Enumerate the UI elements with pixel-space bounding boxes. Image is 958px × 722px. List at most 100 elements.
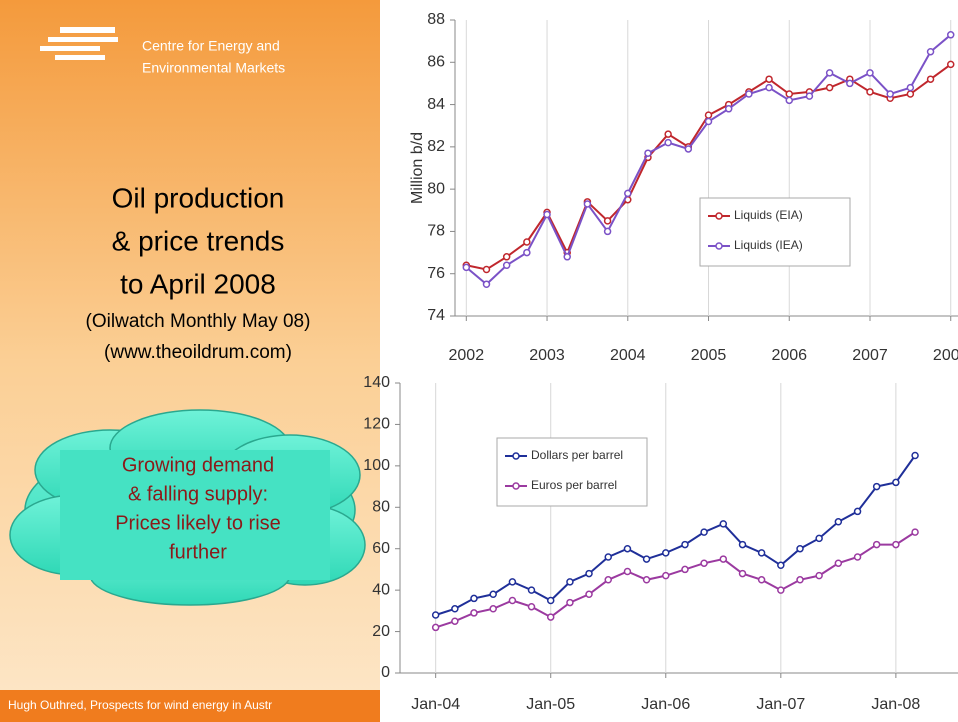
x-tick-label: Jan-05 xyxy=(526,696,575,713)
y-tick-label: 20 xyxy=(372,623,390,640)
x-tick-label: 2004 xyxy=(610,347,646,364)
point xyxy=(815,534,823,543)
legend-marker xyxy=(512,482,520,490)
y-tick-label: 60 xyxy=(372,540,390,557)
point xyxy=(508,578,517,586)
point xyxy=(815,571,823,580)
point xyxy=(642,576,651,584)
y-tick-label: 86 xyxy=(427,54,445,71)
legend-marker xyxy=(715,242,723,250)
point xyxy=(785,90,794,98)
point xyxy=(872,540,881,549)
logo xyxy=(40,27,118,60)
y-tick-label: 80 xyxy=(372,499,390,516)
point xyxy=(585,569,593,578)
point xyxy=(911,451,919,460)
x-tick-label: 2002 xyxy=(449,347,485,364)
point xyxy=(946,60,955,69)
point xyxy=(738,540,747,549)
legend-label: Liquids (IEA) xyxy=(734,238,803,252)
point xyxy=(502,253,511,261)
point xyxy=(892,540,900,549)
point xyxy=(846,79,854,88)
point xyxy=(546,596,555,605)
y-tick-label: 82 xyxy=(427,138,445,155)
point xyxy=(470,594,478,603)
plot xyxy=(462,31,955,289)
x-tick-label: 2007 xyxy=(852,347,888,364)
point xyxy=(470,609,478,617)
legend-box xyxy=(699,197,851,267)
chart-panel xyxy=(380,0,958,722)
callout-text: Prices likely to rise xyxy=(115,512,281,534)
point xyxy=(805,92,814,100)
point xyxy=(642,555,651,563)
point xyxy=(623,567,632,576)
point xyxy=(523,238,531,246)
point xyxy=(604,553,612,561)
point xyxy=(563,253,571,261)
point xyxy=(546,613,555,621)
y-tick-label: 76 xyxy=(427,265,445,282)
title: to April 2008 xyxy=(120,268,276,299)
point xyxy=(853,507,862,516)
y-tick-label: 120 xyxy=(363,416,390,433)
point xyxy=(684,145,693,153)
point xyxy=(431,611,440,619)
point xyxy=(664,130,672,138)
point xyxy=(719,555,728,563)
point xyxy=(796,576,804,584)
point xyxy=(886,90,894,98)
point xyxy=(431,623,440,632)
point xyxy=(462,263,471,272)
point xyxy=(700,528,708,536)
point xyxy=(757,549,766,557)
point xyxy=(834,518,843,526)
point xyxy=(603,217,612,225)
logo-text: Environmental Markets xyxy=(142,60,285,76)
y-tick-label: 0 xyxy=(381,664,390,681)
point xyxy=(451,617,459,625)
y-tick-label: 140 xyxy=(363,374,390,391)
x-tick-label: Jan-07 xyxy=(756,696,805,713)
point xyxy=(502,261,511,270)
x-tick-label: 2006 xyxy=(771,347,807,364)
y-tick-label: 74 xyxy=(427,307,445,324)
point xyxy=(785,96,794,105)
point xyxy=(681,565,689,574)
point xyxy=(738,569,747,578)
point xyxy=(527,586,536,594)
point xyxy=(704,111,713,119)
y-tick-label: 84 xyxy=(427,96,445,113)
callout-text: Growing demand xyxy=(122,454,274,476)
point xyxy=(825,69,834,77)
legend-marker xyxy=(715,212,723,220)
point xyxy=(662,571,670,580)
point xyxy=(585,590,593,599)
footer: Hugh Outhred, Prospects for wind energy … xyxy=(8,698,272,712)
x-tick-label: 2005 xyxy=(691,347,727,364)
y-tick-label: 78 xyxy=(427,223,445,240)
legend-marker xyxy=(512,452,520,460)
legend-label: Euros per barrel xyxy=(531,478,617,492)
x-tick-label: Jan-08 xyxy=(871,696,920,713)
point xyxy=(853,553,862,561)
legend-box xyxy=(496,437,648,507)
point xyxy=(700,559,708,567)
point xyxy=(946,31,955,39)
point xyxy=(834,559,843,567)
point xyxy=(603,227,612,236)
x-tick-label: 2003 xyxy=(529,347,565,364)
point xyxy=(644,149,652,157)
point xyxy=(765,83,773,92)
x-tick-label: Jan-06 xyxy=(641,696,690,713)
point xyxy=(623,544,632,553)
title: Oil production xyxy=(112,182,285,213)
point xyxy=(911,528,919,536)
y-tick-label: 88 xyxy=(427,11,445,28)
point xyxy=(866,88,874,96)
point xyxy=(681,540,689,549)
x-tick-label: Jan-04 xyxy=(411,696,460,713)
y-tick-label: 100 xyxy=(363,457,390,474)
